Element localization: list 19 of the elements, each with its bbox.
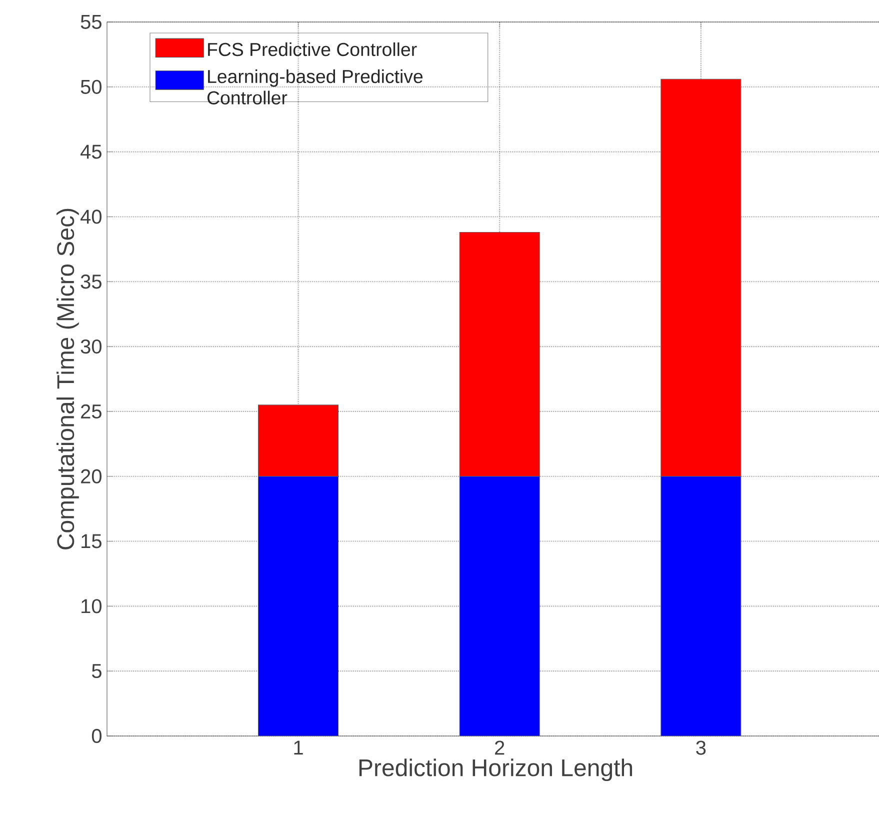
y-axis-title: Computational Time (Micro Sec) <box>56 208 79 550</box>
y-tick-label: 5 <box>92 664 102 678</box>
x-tick-label: 1 <box>294 740 303 754</box>
y-tick-label: 25 <box>81 404 102 419</box>
legend-label: Learning-based Predictive Controller <box>207 69 423 104</box>
y-tick-label: 45 <box>80 144 102 159</box>
x-tick-label: 2 <box>495 740 504 755</box>
y-tick-label: 15 <box>82 534 102 548</box>
y-tick-label: 35 <box>80 274 102 289</box>
y-tick-label: 20 <box>81 469 102 484</box>
x-tick-label: 3 <box>696 740 706 755</box>
y-tick-label: 10 <box>82 599 102 614</box>
y-tick-label: 55 <box>80 15 102 29</box>
x-axis-title: Prediction Horizon Length <box>359 758 632 782</box>
y-tick-label: 30 <box>80 339 102 354</box>
y-tick-label: 0 <box>92 728 102 744</box>
legend-label: FCS Predictive Controller <box>208 42 417 56</box>
y-tick-label: 40 <box>80 210 102 224</box>
y-tick-label: 50 <box>80 80 102 94</box>
